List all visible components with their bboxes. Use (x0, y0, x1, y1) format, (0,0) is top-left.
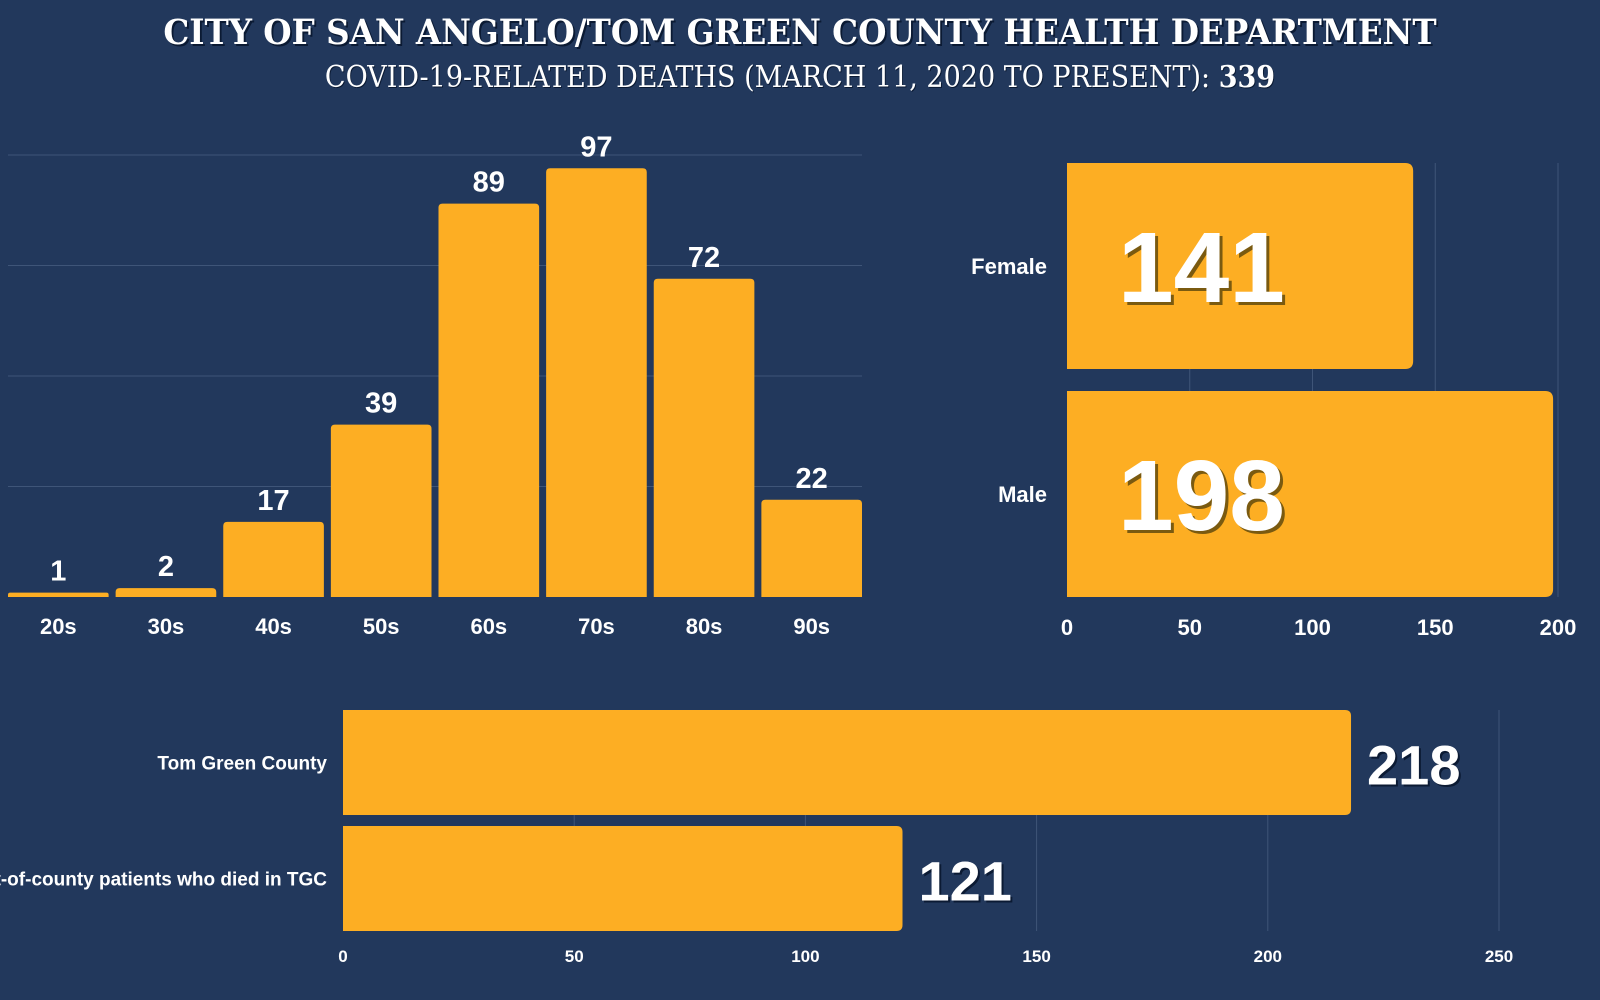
data-label: 2 (158, 551, 174, 583)
x-tick-label: 150 (1417, 615, 1454, 640)
y-tick-label: Tom Green County (157, 754, 327, 775)
data-label: 121 (919, 850, 1012, 913)
data-label: 72 (688, 242, 720, 274)
x-tick-label: 50 (1178, 615, 1202, 640)
x-tick-label: 100 (791, 947, 819, 966)
bar-50s (330, 424, 432, 597)
x-tick-label: 100 (1294, 615, 1331, 640)
x-tick-label: 150 (1022, 947, 1050, 966)
page-title: CITY OF SAN ANGELO/TOM GREEN COUNTY HEAL… (163, 12, 1437, 53)
data-label: 218 (1367, 734, 1460, 797)
x-tick-label: 60s (470, 614, 507, 639)
data-label: 97 (580, 131, 612, 163)
data-label: 141 (1118, 212, 1285, 324)
y-tick-label: Female (971, 254, 1047, 279)
x-tick-label: 80s (686, 614, 723, 639)
x-tick-label: 70s (578, 614, 615, 639)
y-tick-label: Out-of-county patients who died in TGC (0, 870, 327, 891)
data-label: 1 (50, 556, 66, 588)
subtitle-text: COVID-19-RELATED DEATHS (MARCH 11, 2020 … (324, 60, 1211, 95)
bar-residence (343, 826, 903, 931)
bar-20s (8, 592, 109, 597)
x-tick-label: 200 (1540, 615, 1577, 640)
x-tick-label: 40s (255, 614, 292, 639)
bar-70s (546, 168, 647, 597)
data-label: 89 (473, 167, 505, 199)
data-label: 39 (365, 388, 397, 420)
x-tick-label: 50 (565, 947, 584, 966)
x-tick-label: 30s (148, 614, 185, 639)
data-label: 22 (796, 463, 828, 495)
bar-80s (653, 278, 755, 597)
x-tick-label: 90s (793, 614, 830, 639)
x-tick-label: 200 (1254, 947, 1282, 966)
x-tick-label: 250 (1485, 947, 1513, 966)
bar-female (1067, 163, 1414, 369)
bar-90s (761, 499, 862, 597)
bar-40s (223, 521, 324, 597)
x-tick-label: 50s (363, 614, 400, 639)
bar-residence (343, 710, 1352, 815)
x-tick-label: 0 (338, 947, 347, 966)
y-tick-label: Male (998, 482, 1047, 507)
bar-60s (438, 203, 540, 597)
data-label: 17 (257, 485, 289, 517)
page-subtitle: COVID-19-RELATED DEATHS (MARCH 11, 2020 … (80, 60, 1520, 95)
data-label: 198 (1118, 440, 1285, 552)
total-deaths: 339 (1218, 60, 1276, 95)
bar-male (1067, 391, 1554, 597)
x-tick-label: 0 (1061, 615, 1073, 640)
bar-30s (115, 588, 217, 597)
x-tick-label: 20s (40, 614, 77, 639)
